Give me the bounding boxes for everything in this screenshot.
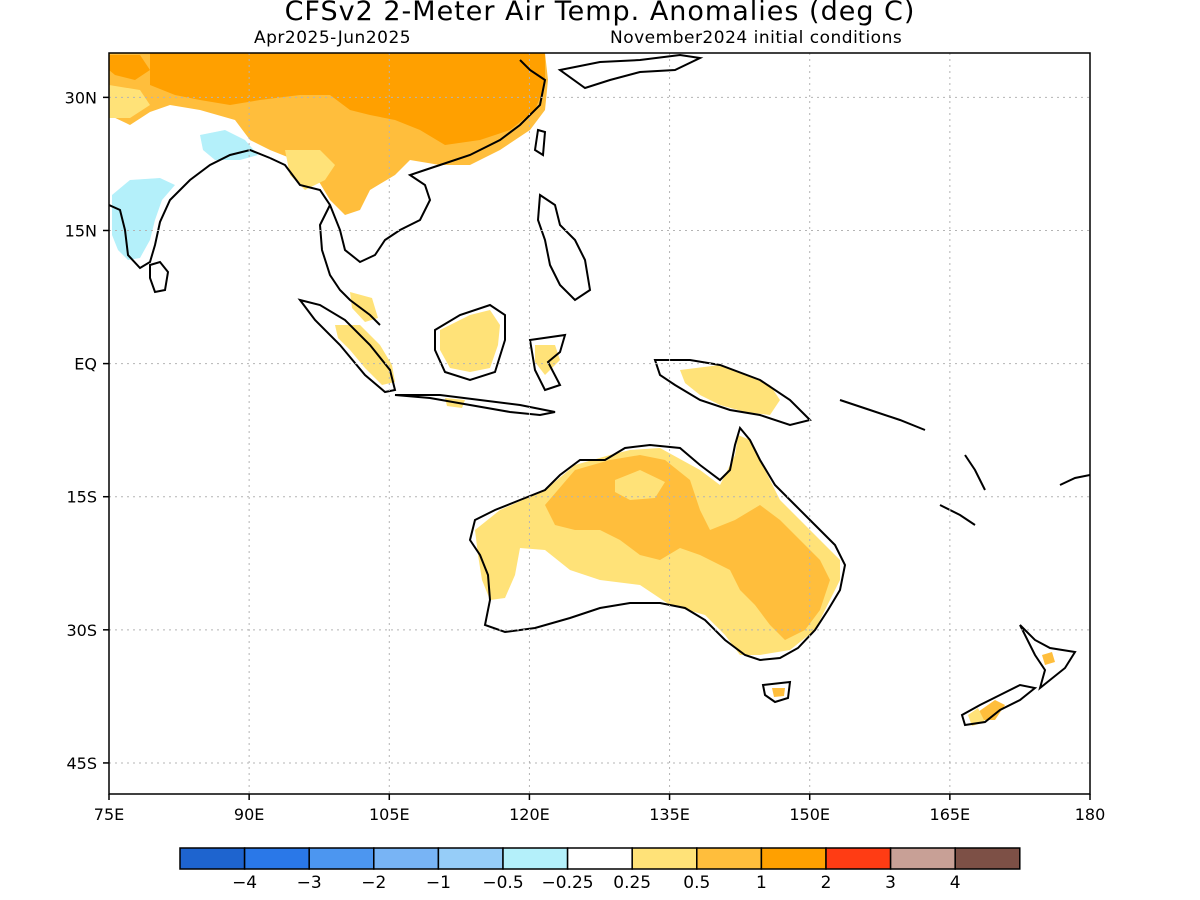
map-frame bbox=[108, 52, 1091, 795]
y-axis: 30N 15N EQ 15S 30S 45S bbox=[65, 88, 109, 773]
colorbar-label: −0.25 bbox=[542, 873, 594, 893]
x-tick-label: 150E bbox=[789, 805, 830, 824]
x-tick-label: 75E bbox=[94, 805, 124, 824]
forecast-period: Apr2025-Jun2025 bbox=[254, 28, 412, 48]
india-north-light bbox=[109, 85, 150, 118]
colorbar-swatch bbox=[502, 847, 569, 870]
colorbar-swatch bbox=[243, 847, 310, 870]
colorbar-label: 1 bbox=[756, 873, 767, 893]
colorbar-swatch bbox=[696, 847, 763, 870]
colorbar: −4 −3 −2 −1 −0.5 −0.25 0.25 0.5 1 2 3 4 bbox=[179, 847, 1021, 893]
borneo bbox=[434, 303, 506, 382]
y-tick-label: EQ bbox=[74, 355, 97, 374]
india-cool-anomaly bbox=[112, 178, 175, 260]
y-tick-label: 45S bbox=[66, 754, 97, 773]
nz-north bbox=[1019, 624, 1077, 691]
y-tick-label: 30S bbox=[66, 621, 97, 640]
colorbar-swatch bbox=[760, 847, 827, 870]
indochina bbox=[318, 204, 381, 326]
colorbar-label: −2 bbox=[361, 873, 386, 893]
new-caledonia bbox=[939, 504, 976, 526]
colorbar-label: −4 bbox=[232, 873, 257, 893]
vanuatu bbox=[964, 454, 986, 491]
new-guinea bbox=[653, 359, 812, 427]
india-coast bbox=[109, 148, 271, 270]
china-coast bbox=[269, 59, 547, 264]
x-tick-label: 105E bbox=[369, 805, 410, 824]
australia bbox=[468, 425, 847, 662]
anomaly-shading bbox=[109, 53, 1055, 726]
colorbar-label: 2 bbox=[821, 873, 832, 893]
japan bbox=[557, 53, 704, 90]
x-tick-label: 165E bbox=[930, 805, 971, 824]
solomons bbox=[839, 399, 926, 431]
colorbar-swatch bbox=[373, 847, 440, 870]
java bbox=[394, 394, 556, 417]
x-tick-label: 90E bbox=[234, 805, 264, 824]
x-tick-label: 180 bbox=[1075, 805, 1106, 824]
fiji bbox=[1059, 474, 1090, 486]
asia-anomaly-strong bbox=[150, 53, 545, 145]
nz-south-anomaly bbox=[978, 700, 1005, 720]
map-title: CFSv2 2-Meter Air Temp. Anomalies (deg C… bbox=[284, 0, 916, 27]
philippines bbox=[536, 193, 592, 302]
colorbar-swatch bbox=[566, 847, 633, 870]
malaysia-anomaly bbox=[350, 292, 378, 322]
png-anomaly bbox=[680, 365, 780, 415]
gridlines bbox=[109, 53, 1090, 794]
australia-anomaly-medium bbox=[545, 455, 830, 640]
australia-north-light-core bbox=[615, 470, 665, 500]
y-tick-label: 30N bbox=[65, 88, 97, 107]
colorbar-swatch bbox=[179, 847, 246, 870]
tasmania bbox=[761, 680, 792, 704]
x-tick-label: 135E bbox=[649, 805, 690, 824]
colorbar-label: 4 bbox=[950, 873, 961, 893]
indochina-anomaly bbox=[285, 150, 335, 190]
colorbar-label: −1 bbox=[426, 873, 451, 893]
colorbar-label: 0.25 bbox=[613, 873, 651, 893]
colorbar-swatch bbox=[825, 847, 892, 870]
tasmania-anomaly bbox=[772, 688, 785, 697]
colorbar-swatch bbox=[631, 847, 698, 870]
initial-conditions: November2024 initial conditions bbox=[610, 28, 903, 48]
nz-north-anomaly bbox=[1042, 652, 1055, 665]
colorbar-label: 0.5 bbox=[683, 873, 710, 893]
colorbar-label: −3 bbox=[297, 873, 322, 893]
sri-lanka bbox=[149, 260, 170, 294]
borneo-anomaly bbox=[440, 310, 500, 372]
sumatra bbox=[297, 298, 397, 394]
nz-south-light bbox=[968, 708, 985, 726]
nz-south bbox=[960, 683, 1038, 727]
colorbar-swatch bbox=[308, 847, 375, 870]
colorbar-label: −0.5 bbox=[482, 873, 523, 893]
sulawesi bbox=[528, 333, 567, 392]
sulawesi-anomaly bbox=[535, 345, 560, 375]
asia-anomaly-strong-2 bbox=[109, 55, 150, 80]
y-tick-label: 15S bbox=[66, 488, 97, 507]
x-axis: 75E 90E 105E 120E 135E 150E 165E 180 bbox=[94, 794, 1106, 824]
colorbar-label: 3 bbox=[885, 873, 896, 893]
colorbar-swatch bbox=[437, 847, 504, 870]
y-tick-label: 15N bbox=[65, 221, 97, 240]
sumatra-anomaly bbox=[335, 325, 395, 385]
taiwan bbox=[533, 128, 547, 157]
coastlines bbox=[109, 53, 1090, 727]
colorbar-swatch bbox=[954, 847, 1021, 870]
x-tick-label: 120E bbox=[509, 805, 550, 824]
colorbar-swatch bbox=[889, 847, 956, 870]
